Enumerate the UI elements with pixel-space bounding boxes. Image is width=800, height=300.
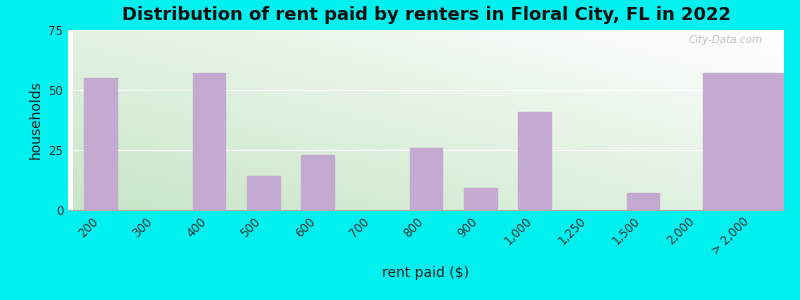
Bar (464, 188, 497, 210)
Bar (702, 73, 800, 210)
Bar (193, 73, 226, 210)
Bar (626, 193, 659, 210)
Text: City-Data.com: City-Data.com (688, 35, 762, 45)
Bar (302, 155, 334, 210)
Y-axis label: households: households (29, 81, 42, 159)
Bar (518, 112, 550, 210)
Bar (410, 148, 442, 210)
X-axis label: rent paid ($): rent paid ($) (382, 266, 470, 280)
Title: Distribution of rent paid by renters in Floral City, FL in 2022: Distribution of rent paid by renters in … (122, 6, 730, 24)
Bar (84, 78, 117, 210)
Bar (247, 176, 279, 210)
